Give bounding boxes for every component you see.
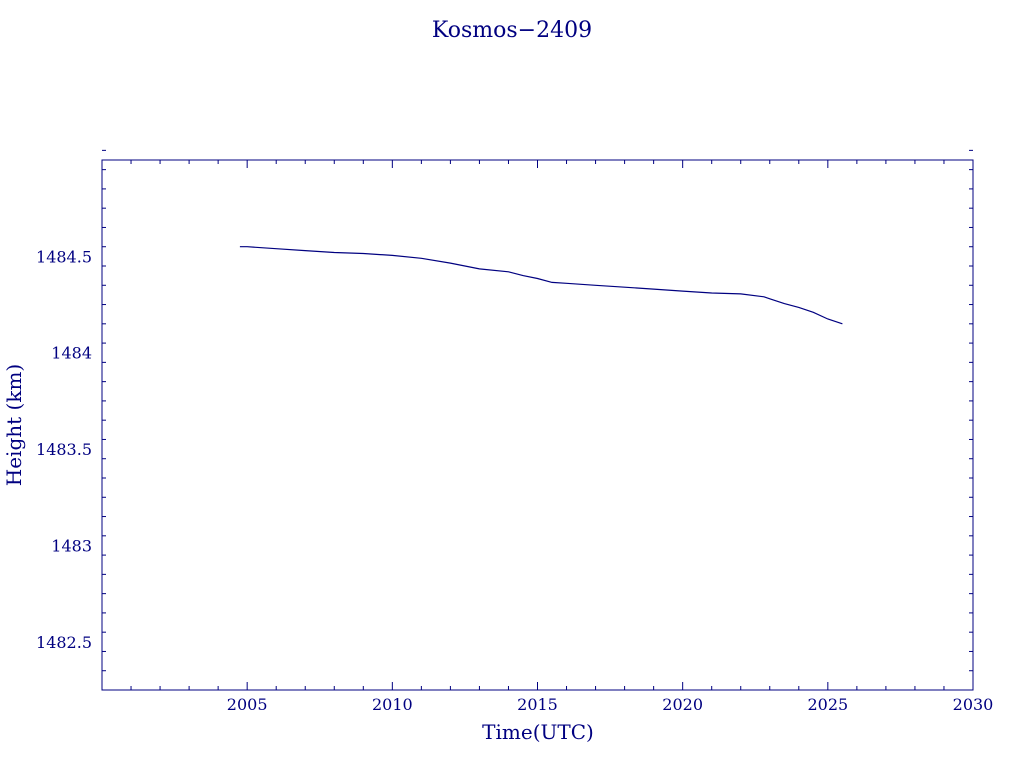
x-tick-label: 2020	[662, 695, 703, 714]
series-group	[239, 246, 843, 325]
x-axis-label: Time(UTC)	[482, 720, 594, 744]
x-tick-label: 2025	[807, 695, 848, 714]
x-tick-label: 2030	[953, 695, 994, 714]
y-axis: 1482.5 1483 1483.5 1484 1484.5	[36, 149, 973, 691]
x-tick-label: 2010	[372, 695, 413, 714]
y-tick-label: 1484	[51, 344, 92, 363]
y-tick-label: 1483	[51, 536, 92, 555]
plot-frame	[101, 159, 974, 691]
x-tick-label: 2015	[517, 695, 558, 714]
x-axis: 2005 2010 2015 2020 2025 2030	[101, 160, 994, 714]
plot-border	[101, 159, 974, 691]
y-tick-label: 1482.5	[36, 633, 92, 652]
x-tick-label: 2005	[227, 695, 268, 714]
y-tick-label: 1484.5	[36, 247, 92, 266]
chart-title: Kosmos−2409	[432, 18, 592, 43]
series-line	[239, 246, 843, 325]
y-tick-label: 1483.5	[36, 440, 92, 459]
y-axis-label: Height (km)	[2, 364, 26, 486]
